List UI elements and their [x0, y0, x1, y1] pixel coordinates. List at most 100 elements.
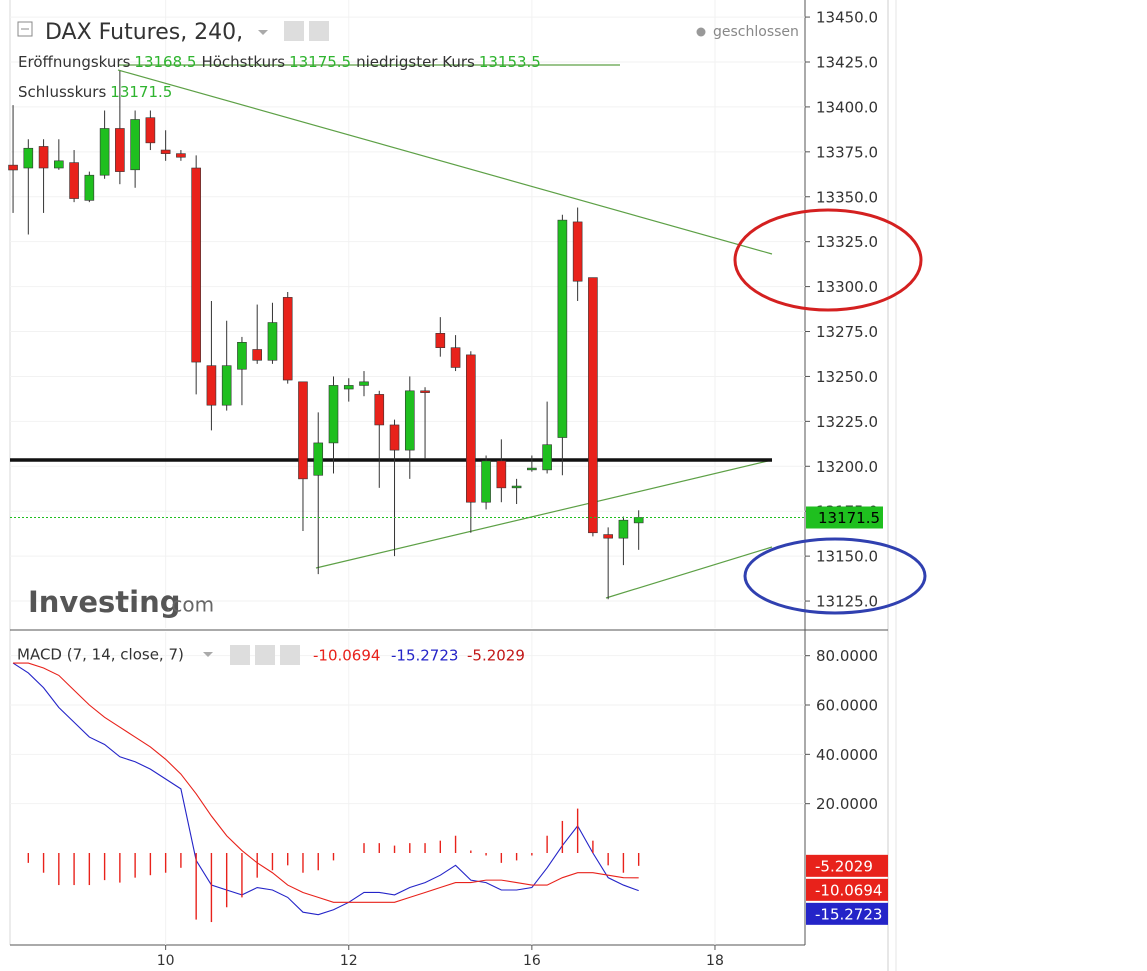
candle-body — [160, 149, 171, 154]
ohlc-value: 13168.5 — [134, 53, 197, 71]
indicator-line — [13, 662, 639, 903]
candle-body — [633, 517, 644, 524]
candle-body — [298, 381, 308, 480]
watermark-suffix: .com — [165, 593, 214, 617]
grid — [10, 0, 805, 945]
candle-body — [542, 444, 552, 471]
annotation-ellipse — [733, 208, 923, 312]
collapse-icon[interactable] — [17, 21, 33, 37]
candle-body — [23, 147, 34, 169]
candle-body — [267, 322, 278, 361]
candle-body — [99, 128, 110, 176]
panel — [10, 0, 888, 945]
close-icon[interactable] — [280, 645, 300, 665]
ohlc-value: 13175.5 — [289, 53, 352, 71]
y-tick-label: 80.0000 — [816, 647, 878, 665]
candle-body — [481, 460, 491, 503]
candle-body — [343, 385, 354, 390]
candle-body — [420, 390, 430, 393]
candle-body — [496, 460, 507, 489]
candle-body — [618, 519, 629, 539]
candle-body — [38, 146, 49, 169]
x-tick-label: 18 — [706, 953, 724, 969]
indicator-title: MACD (7, 14, close, 7) — [17, 646, 184, 664]
candle-body — [54, 160, 64, 169]
indicator-line — [12, 662, 639, 916]
settings-icon[interactable] — [309, 21, 329, 41]
candle-body — [435, 333, 446, 348]
ohlc-label: Schlusskurs — [18, 83, 107, 101]
dropdown-caret[interactable] — [258, 30, 268, 35]
value-box-label: -5.2029 — [815, 857, 873, 875]
visibility-icon[interactable] — [284, 21, 304, 41]
candle-body — [8, 164, 18, 171]
candle-body — [237, 342, 247, 370]
candle-body — [328, 385, 339, 444]
y-tick-label: 13275.0 — [816, 323, 878, 341]
annotation-ellipse — [743, 537, 927, 615]
candle-body — [466, 354, 476, 503]
chart-title: DAX Futures, 240, — [45, 20, 243, 45]
candle-body — [389, 424, 400, 451]
y-tick-label: 13250.0 — [816, 368, 878, 386]
signal-readout: -15.2723 — [391, 647, 458, 665]
y-tick-label: 13225.0 — [816, 413, 878, 431]
candle-body — [145, 117, 156, 144]
candle-body — [450, 347, 461, 368]
candle-body — [603, 534, 613, 539]
trend-line — [605, 546, 773, 599]
value-box-label: -10.0694 — [815, 881, 882, 899]
y-tick-label: 13450.0 — [816, 9, 878, 27]
candle-body — [572, 221, 583, 282]
ohlc-label: Eröffnungskurs — [18, 53, 131, 71]
y-tick-label: 13325.0 — [816, 233, 878, 251]
y-tick-label: 13425.0 — [816, 53, 878, 71]
macd-readout: -10.0694 — [313, 647, 380, 665]
y-tick-label: 13375.0 — [816, 143, 878, 161]
candle-body — [527, 467, 537, 471]
watermark: Investing — [28, 585, 180, 619]
dropdown-caret[interactable] — [203, 652, 213, 657]
y-tick-label: 13200.0 — [816, 458, 878, 476]
y-tick-label: 60.0000 — [816, 697, 878, 715]
ohlc-header: Schlusskurs 13171.5 — [18, 83, 177, 101]
candle-body — [115, 128, 125, 172]
candle-body — [511, 485, 522, 489]
visibility-icon[interactable] — [230, 645, 250, 665]
candle-body — [176, 153, 186, 158]
settings-icon[interactable] — [255, 645, 275, 665]
y-tick-label: 13150.0 — [816, 548, 878, 566]
ohlc-label: Höchstkurs — [201, 53, 286, 71]
candle-body — [404, 390, 415, 451]
y-tick-label: 13125.0 — [816, 593, 878, 611]
y-tick-label: 20.0000 — [816, 795, 878, 813]
value-box — [806, 854, 888, 877]
market-status: geschlossen — [713, 24, 799, 40]
last-price-box — [806, 506, 883, 529]
candle-body — [221, 365, 232, 406]
trend-line — [117, 69, 773, 255]
marks — [8, 70, 805, 923]
candle-body — [557, 219, 568, 438]
x-tick-label: 10 — [157, 953, 175, 969]
candle-body — [84, 174, 95, 201]
ohlc-value: 13171.5 — [110, 83, 173, 101]
value-box-label: -15.2723 — [815, 905, 882, 923]
candle-body — [252, 349, 262, 361]
candle-body — [130, 119, 140, 171]
ohlc-label: niedrigster Kurs — [356, 53, 475, 71]
candle-body — [69, 162, 79, 199]
candle-body — [313, 442, 324, 476]
histogram-readout: -5.2029 — [467, 647, 525, 665]
ohlc-value: 13153.5 — [478, 53, 541, 71]
candle-body — [206, 365, 217, 406]
x-tick-label: 12 — [340, 953, 358, 969]
y-tick-label: 13350.0 — [816, 188, 878, 206]
value-box — [806, 902, 888, 925]
value-box — [806, 878, 888, 901]
trend-line — [315, 459, 773, 569]
candle-body — [282, 297, 293, 381]
candle-body — [359, 381, 369, 386]
